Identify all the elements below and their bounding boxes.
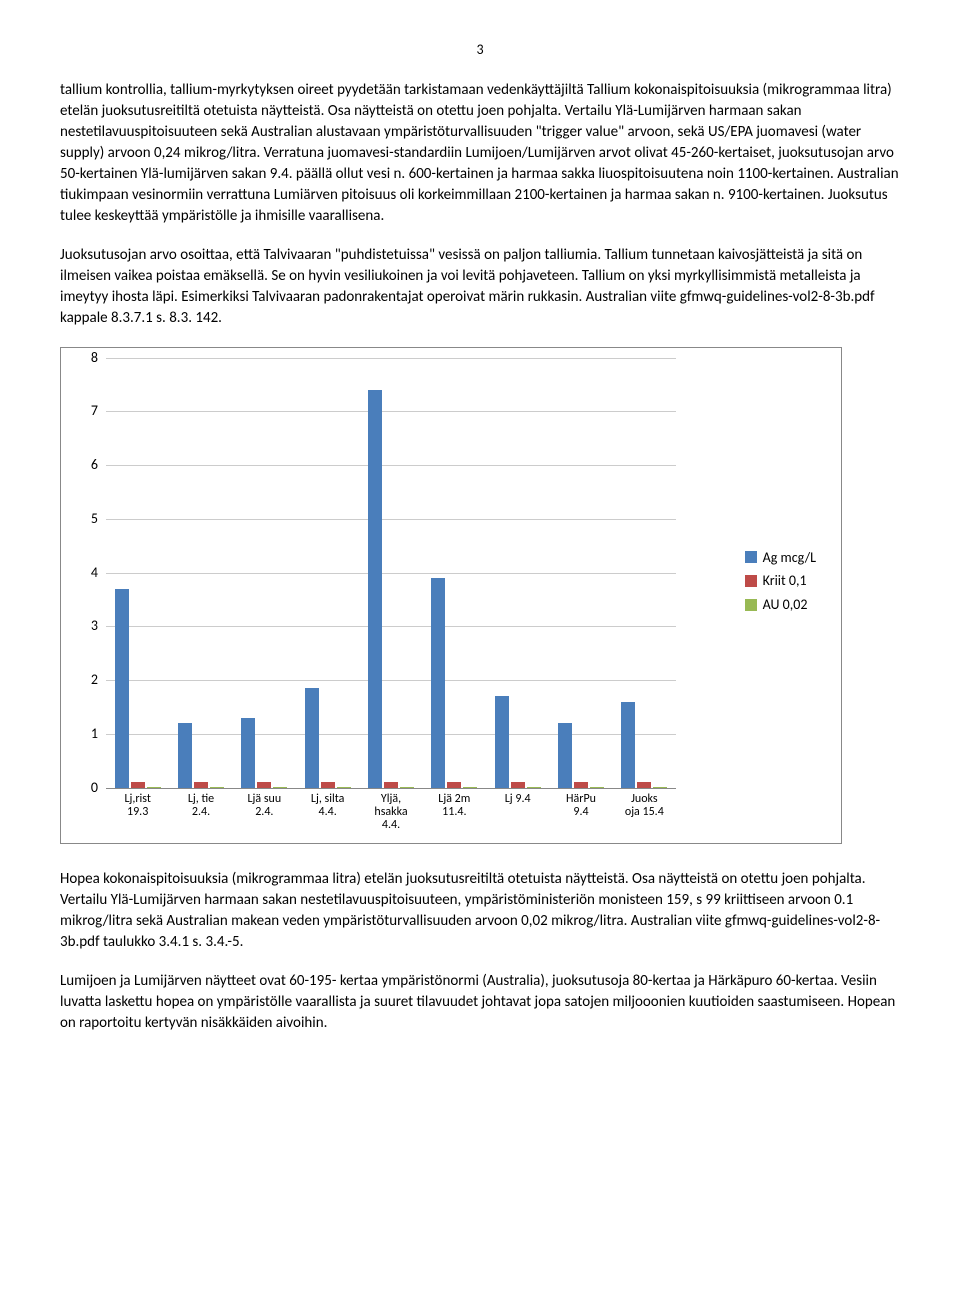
bar [431,578,445,788]
bar-group [366,390,416,788]
x-tick-label: HärPu 9.4 [566,793,596,819]
x-axis-labels: Lj,rist 19.3 Lj, tie 2.4. Ljä suu 2.4. Lj, … [106,793,676,833]
x-tick-label: Lj,rist 19.3 [124,793,150,819]
x-tick-label: Yljä, hsakka 4.4. [374,793,407,833]
legend-label: AU 0,02 [763,595,808,615]
bar [463,787,477,788]
bar [495,696,509,787]
bar-group [493,696,543,787]
chart-legend: Ag mcg/L Kriit 0,1 AU 0,02 [745,548,816,619]
y-tick-label: 3 [91,617,98,637]
x-tick-label: Ljä suu 2.4. [247,793,281,819]
bar [447,782,461,787]
silver-chart: 012345678 Lj,rist 19.3Lj, tie 2.4.Ljä su… [60,347,842,844]
plot-area: 012345678 [106,358,676,789]
bar-group [239,718,289,788]
paragraph-1: tallium kontrollia, tallium-myrkytyksen … [60,80,900,227]
y-tick-label: 4 [91,563,98,583]
x-tick-label: Ljä 2m 11.4. [438,793,470,819]
bar [321,782,335,787]
bar [337,787,351,788]
y-tick-label: 6 [91,455,98,475]
paragraph-3: Hopea kokonaispitoisuuksia (mikrogrammaa… [60,869,900,953]
paragraph-4: Lumijoen ja Lumijärven näytteet ovat 60-… [60,971,900,1034]
legend-swatch [745,575,757,587]
legend-item: Ag mcg/L [745,548,816,568]
bar [511,782,525,787]
gridline [106,358,676,359]
paragraph-2: Juoksutusojan arvo osoittaa, että Talviv… [60,245,900,329]
bar [115,589,129,788]
bar [178,723,192,788]
legend-label: Kriit 0,1 [763,571,807,591]
bar [194,782,208,787]
y-tick-label: 8 [91,348,98,368]
legend-label: Ag mcg/L [763,548,816,568]
bar [273,787,287,788]
bar-group [429,578,479,788]
bar-group [556,723,606,788]
y-tick-label: 2 [91,670,98,690]
bar-group [176,723,226,788]
legend-item: Kriit 0,1 [745,571,816,591]
bar [621,702,635,788]
legend-item: AU 0,02 [745,595,816,615]
y-tick-label: 5 [91,509,98,529]
bar [210,787,224,788]
bar-group [303,688,353,787]
bar-group [113,589,163,788]
bar [527,787,541,788]
bar [637,782,651,787]
bar [384,782,398,787]
bar [590,787,604,788]
y-tick-label: 1 [91,724,98,744]
legend-swatch [745,599,757,611]
x-tick-label: Juoks oja 15.4 [625,793,664,819]
bar [574,782,588,787]
x-tick-label: Lj, tie 2.4. [188,793,214,819]
y-tick-label: 7 [91,402,98,422]
bar [241,718,255,788]
bar [653,787,667,788]
bar-group [619,702,669,788]
bar [400,787,414,788]
x-tick-label: Lj, silta 4.4. [311,793,344,819]
bar [305,688,319,787]
bar [368,390,382,788]
y-tick-label: 0 [91,778,98,798]
bar [257,782,271,787]
page-number: 3 [60,40,900,60]
bar [147,787,161,788]
bar [558,723,572,788]
legend-swatch [745,551,757,563]
bar [131,782,145,787]
x-tick-label: Lj 9.4 [505,793,531,806]
